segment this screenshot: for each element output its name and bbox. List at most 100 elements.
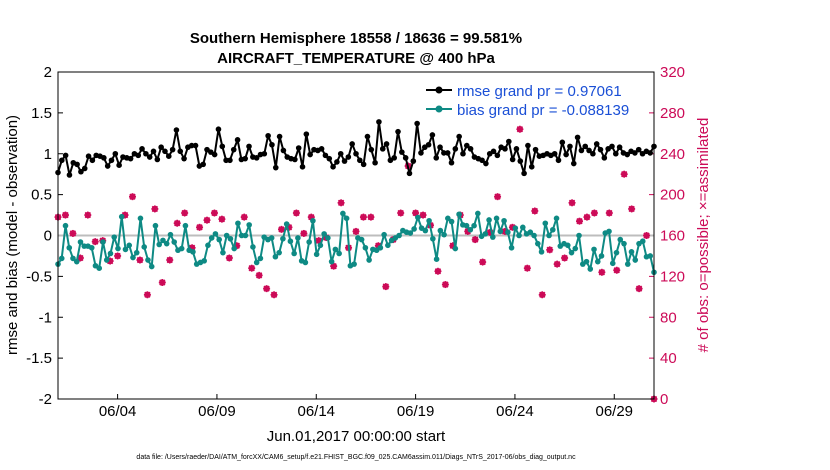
- bias-point: [257, 255, 264, 262]
- rmse-point: [582, 143, 589, 150]
- y-tick-right-label: 200: [660, 187, 685, 204]
- rmse-point: [74, 161, 80, 168]
- rmse-point: [570, 160, 577, 167]
- rmse-point: [525, 142, 531, 149]
- obs-possible-point: [531, 207, 538, 215]
- bias-point: [291, 250, 297, 257]
- x-tick-label: 06/04: [99, 403, 137, 420]
- bias-point: [205, 242, 211, 249]
- obs-possible-point: [352, 228, 360, 235]
- obs-possible-point: [114, 252, 121, 260]
- obs-possible-point: [241, 213, 248, 221]
- rmse-point: [590, 150, 596, 157]
- rmse-point: [200, 161, 206, 168]
- rmse-point: [295, 145, 302, 151]
- rmse-point: [456, 133, 462, 140]
- y-tick-left-label: 0: [44, 228, 52, 245]
- obs-possible-point: [174, 220, 181, 227]
- bias-point: [576, 232, 582, 239]
- bias-point: [505, 229, 511, 236]
- rmse-point: [292, 156, 298, 163]
- bias-point: [564, 242, 571, 249]
- x-axis-label: Jun.01,2017 00:00:00 start: [267, 428, 446, 445]
- y-tick-right-label: 280: [660, 105, 685, 122]
- rmse-point: [563, 151, 569, 158]
- rmse-point: [632, 150, 638, 156]
- rmse-point: [532, 146, 539, 153]
- bias-point: [467, 226, 474, 233]
- bias-point: [268, 235, 275, 241]
- obs-possible-point: [613, 267, 620, 274]
- bias-point: [227, 235, 234, 242]
- obs-possible-point: [628, 205, 635, 213]
- bias-point: [163, 240, 170, 247]
- rmse-point: [383, 141, 390, 147]
- rmse-point: [574, 134, 581, 141]
- obs-possible-point: [397, 209, 404, 217]
- rmse-point: [460, 150, 466, 157]
- obs-possible-point: [568, 199, 576, 206]
- obs-possible-point: [166, 256, 173, 264]
- rmse-point: [406, 170, 413, 177]
- obs-possible-point: [494, 193, 501, 200]
- obs-possible-point: [412, 209, 419, 217]
- bias-point: [130, 254, 136, 261]
- rmse-point: [246, 143, 252, 150]
- bias-point: [415, 214, 421, 221]
- chart-title: Southern Hemisphere 18558 / 18636 = 99.5…: [190, 30, 522, 47]
- obs-possible-point: [211, 209, 218, 217]
- rmse-point: [215, 126, 222, 133]
- bias-point: [591, 246, 597, 253]
- bias-point: [385, 242, 391, 249]
- bias-point: [516, 232, 522, 239]
- bias-point: [242, 232, 249, 239]
- rmse-point: [437, 144, 443, 151]
- rmse-point: [528, 164, 535, 170]
- obs-possible-point: [136, 256, 144, 264]
- rmse-point: [318, 146, 325, 152]
- bias-point: [100, 239, 106, 245]
- bias-point: [647, 253, 654, 259]
- y-tick-right-label: 0: [660, 391, 668, 408]
- bias-point: [411, 226, 417, 232]
- bias-point: [235, 220, 241, 227]
- x-tick-label: 06/19: [397, 403, 435, 420]
- bias-point: [321, 231, 327, 237]
- obs-possible-point: [69, 230, 77, 237]
- bias-point: [493, 215, 500, 222]
- bias-point: [137, 215, 144, 222]
- bias-point: [111, 234, 118, 240]
- plot-frame: [57, 71, 655, 400]
- y-tick-left-label: 0.5: [31, 187, 52, 204]
- rmse-point: [177, 148, 184, 155]
- bias-point: [475, 210, 481, 217]
- bias-point: [445, 215, 451, 222]
- obs-possible-point: [434, 268, 442, 275]
- bias-point: [276, 249, 282, 256]
- obs-possible-point: [621, 171, 628, 178]
- bias-point: [216, 236, 222, 243]
- rmse-point: [242, 155, 249, 162]
- bias-point: [624, 261, 631, 267]
- bias-point: [362, 244, 369, 251]
- y-axis-right-label: # of obs: o=possible; ×=assimilated: [695, 118, 712, 353]
- rmse-series: [55, 119, 657, 178]
- rmse-point: [609, 143, 615, 150]
- obs-possible-point: [591, 209, 598, 217]
- obs-possible-point: [248, 265, 255, 272]
- obs-possible-point: [516, 126, 524, 133]
- obs-possible-point: [129, 193, 136, 200]
- bias-point: [88, 244, 95, 251]
- obs-possible-point: [159, 279, 166, 286]
- rmse-point: [506, 138, 512, 145]
- bias-line: [57, 212, 655, 273]
- obs-possible-point: [218, 215, 226, 223]
- rmse-point: [280, 147, 287, 154]
- bias-point: [343, 215, 350, 222]
- obs-possible-point: [554, 260, 561, 268]
- bias-point: [246, 222, 252, 228]
- rmse-point: [150, 148, 157, 155]
- bias-point: [280, 235, 286, 242]
- bias-point: [103, 257, 110, 263]
- rmse-point: [509, 156, 516, 163]
